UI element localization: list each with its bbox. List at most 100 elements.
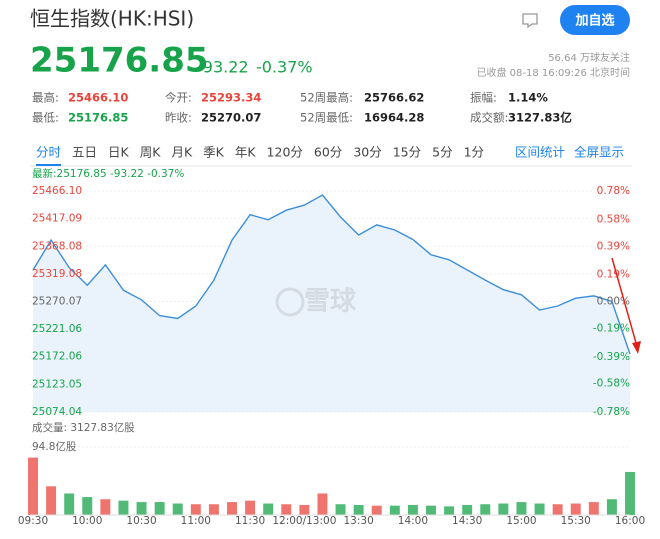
stat-label: 最高: [32,91,59,105]
tab[interactable]: 月K [171,145,193,160]
stat-label: 最低: [32,111,59,125]
stat-label: 52周最低: [300,111,353,125]
x-tick-label: 15:30 [561,515,591,527]
y2-tick-label: 0.39% [597,240,630,252]
x-tick-label: 10:00 [72,515,102,527]
price: 25176.85 [30,41,209,81]
volume-bar [552,504,563,515]
y-tick-label: 25270.07 [32,296,82,308]
watermark: 雪球 [304,287,357,317]
tab[interactable]: 15分 [393,145,421,160]
price-line [32,194,631,355]
volume-bar [335,504,346,515]
tab[interactable]: 季K [203,145,225,160]
y2-tick-label: 0.58% [597,213,630,225]
x-tick-label: 14:00 [398,515,428,527]
stat-value: 25766.62 [364,91,424,105]
y-tick-label: 25319.08 [32,268,82,280]
y2-tick-label: -0.19% [593,322,630,334]
stat-value: 3127.83亿 [508,111,572,125]
x-tick-label: 09:30 [18,515,48,527]
follow-button[interactable]: 加自选 [574,13,614,29]
x-tick-label: 13:30 [344,515,374,527]
volume-bar [534,503,545,515]
tab[interactable]: 五日 [72,145,97,160]
stat-label: 成交额: [470,111,508,125]
volume-bar [28,457,38,515]
tab[interactable]: 5分 [432,145,452,160]
volume-bar [462,504,473,515]
volume-bar [208,504,219,515]
volume-bar [82,497,93,515]
tab[interactable]: 周K [140,145,162,160]
volume-bg [30,439,630,515]
x-tick-label: 10:30 [126,515,156,527]
tab[interactable]: 120分 [267,145,303,160]
tool-link[interactable]: 区间统计 [515,145,565,160]
change: -93.22 [197,58,249,77]
title: 恒生指数(HK:HSI) [30,7,194,31]
stat-value: 25176.85 [68,111,128,125]
volume-bar [64,493,75,515]
tab[interactable]: 30分 [353,145,381,160]
stat-value: 25270.07 [201,111,261,125]
volume-bar [353,504,364,515]
volume-bar [606,499,617,515]
annotation-arrow [611,257,639,351]
volume-bar [227,502,237,515]
stat-value: 1.14% [508,91,548,105]
stat-value: 25466.10 [68,91,128,105]
stat-label: 52周最高: [300,91,353,105]
y2-tick-label: 0.19% [597,269,630,281]
stat-value: 25293.34 [201,91,261,105]
x-tick-label: 11:00 [181,515,211,527]
volume-bar [172,503,183,515]
followers: 56.64 万球友关注 [548,51,630,64]
tab[interactable]: 年K [235,145,257,160]
x-tick-label: 11:30 [235,515,265,527]
volume-bar [46,486,57,515]
tab[interactable]: 60分 [314,145,342,160]
y-tick-label: 94.8亿股 [32,440,77,453]
y2-tick-label: -0.58% [593,378,630,390]
y-tick-label: 25172.06 [32,351,82,363]
x-tick-label: 14:30 [452,515,482,527]
stat-label: 振幅: [470,91,497,105]
y2-tick-label: -0.39% [593,351,630,363]
y-tick-label: 25123.05 [32,378,82,390]
volume-bar [281,504,292,515]
volume-bar [389,505,400,515]
y-tick-label: 25368.08 [32,240,82,252]
y2-tick-label: 0.00% [597,296,630,308]
volume-bar [371,505,382,515]
tab[interactable]: 分时 [36,145,62,160]
volume-bar [100,499,111,515]
volume-bar [190,504,201,515]
tab[interactable]: 1分 [464,145,484,160]
chart-subtitle: 最新:25176.85 -93.22 -0.37% [32,167,184,180]
volume-title: 成交量: 3127.83亿股 [32,421,135,434]
change-pct: -0.37% [256,58,313,77]
button-bg[interactable] [560,5,630,35]
watermark-logo [275,287,305,317]
volume-bar [299,504,310,515]
stat-value: 16964.28 [364,111,424,125]
tab[interactable]: 日K [108,145,130,160]
volume-bar [263,503,274,515]
x-tick-label: 15:00 [506,515,536,527]
stat-label: 昨收: [165,111,192,125]
tool-link[interactable]: 全屏显示 [574,145,624,160]
volume-bar [136,502,147,515]
y2-tick-label: 0.78% [597,185,630,197]
volume-bar [118,500,129,515]
comment-icon[interactable] [522,13,538,29]
y-tick-label: 25074.04 [32,406,82,418]
y-tick-label: 25417.09 [32,213,82,225]
volume-bar [245,500,256,515]
stat-label: 今开: [165,91,192,105]
x-tick-label: 16:00 [615,515,645,527]
x-tick-label: 12:00/13:00 [272,515,336,527]
volume-bar [625,471,635,515]
volume-bar [570,503,581,515]
